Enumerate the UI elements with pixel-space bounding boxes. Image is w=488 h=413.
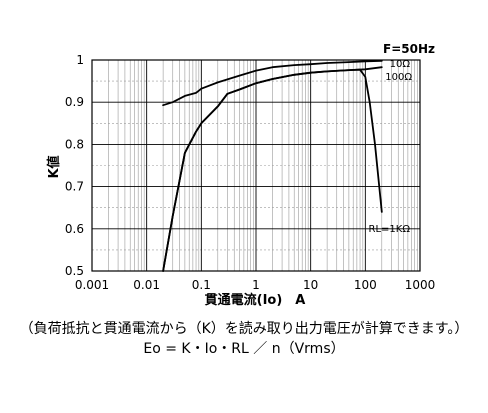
y-tick-labels: 0.5 0.6 0.7 0.8 0.9 1	[65, 53, 84, 278]
x-tick-label: 1	[252, 278, 260, 292]
y-tick-label: 0.5	[65, 264, 84, 278]
x-tick-label: 100	[354, 278, 377, 292]
x-tick-labels: 0.001 0.01 0.1 1 10 100 1000	[75, 278, 435, 292]
series-line-3	[162, 68, 383, 272]
major-gridlines	[92, 60, 420, 271]
y-tick-label: 0.8	[65, 137, 84, 151]
x-tick-label: 0.001	[75, 278, 109, 292]
x-tick-label: 10	[303, 278, 318, 292]
y-tick-label: 1	[76, 53, 84, 67]
y-tick-label: 0.7	[65, 180, 84, 194]
caption-formula: Eo = K・Io・RL ／ n（Vrms）	[143, 341, 345, 357]
x-tick-label: 0.1	[192, 278, 211, 292]
series-line-1	[162, 59, 383, 107]
plot-frame	[91, 59, 421, 272]
frequency-annotation: F=50Hz	[383, 42, 435, 56]
caption-note: （負荷抵抗と貫通電流から（K）を読み取り出力電圧が計算できます。）	[19, 321, 469, 337]
series-layer	[162, 59, 383, 272]
y-tick-label: 0.9	[65, 95, 84, 109]
series-label-1kohm: RL=1KΩ	[369, 224, 411, 235]
k-value-chart: 0.001 0.01 0.1 1 10 100 1000 0.50.60.70.80.91 …	[46, 42, 435, 308]
y-tick-label: 0.6	[65, 222, 84, 236]
y-axis-label: K値	[46, 155, 62, 178]
x-tick-label: 0.01	[133, 278, 160, 292]
series-label-10ohm: 10Ω	[390, 59, 411, 70]
series-label-100ohm: 100Ω	[385, 72, 412, 83]
x-tick-label: 1000	[405, 278, 436, 292]
x-axis-label: 貫通電流(Io) A	[205, 292, 306, 308]
